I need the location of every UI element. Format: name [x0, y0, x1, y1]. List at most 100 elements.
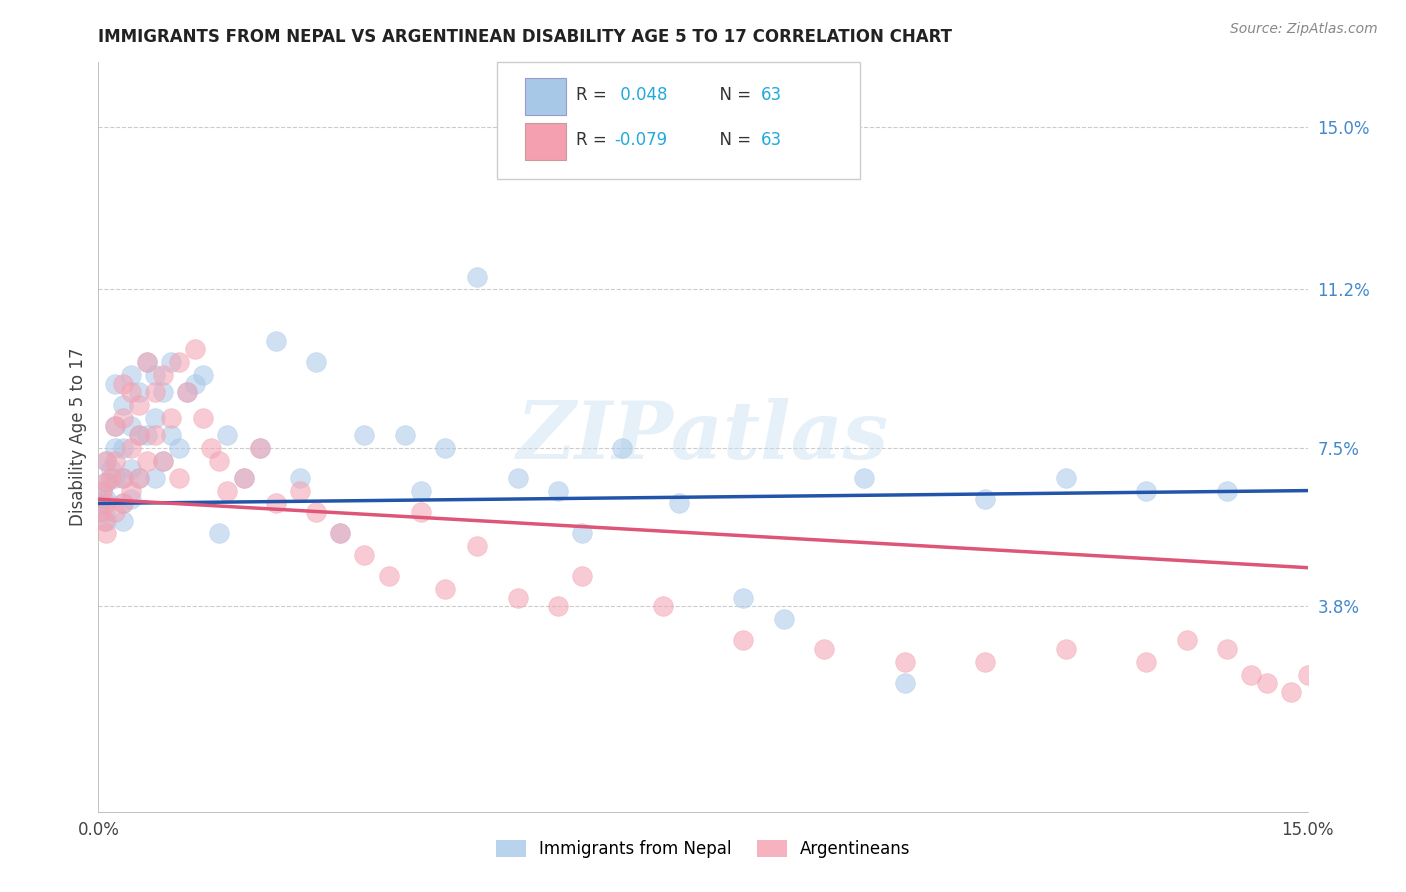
- Point: [120, 419, 142, 434]
- Point: [547, 483, 569, 498]
- Point: [409, 505, 432, 519]
- Point: [103, 453, 125, 467]
- Point: [1281, 685, 1303, 699]
- Point: [160, 428, 183, 442]
- Point: [96, 475, 118, 489]
- Text: R =: R =: [576, 130, 612, 149]
- Point: [1054, 642, 1077, 657]
- Point: [394, 428, 416, 442]
- Point: [208, 453, 231, 467]
- Point: [103, 376, 125, 391]
- Point: [547, 599, 569, 614]
- Point: [1216, 642, 1239, 657]
- Y-axis label: Disability Age 5 to 17: Disability Age 5 to 17: [69, 348, 87, 526]
- Point: [89, 496, 111, 510]
- Point: [128, 385, 150, 400]
- Point: [409, 483, 432, 498]
- Point: [96, 514, 118, 528]
- Point: [853, 471, 876, 485]
- Point: [103, 471, 125, 485]
- Text: IMMIGRANTS FROM NEPAL VS ARGENTINEAN DISABILITY AGE 5 TO 17 CORRELATION CHART: IMMIGRANTS FROM NEPAL VS ARGENTINEAN DIS…: [98, 28, 952, 45]
- Point: [813, 642, 835, 657]
- Point: [89, 505, 111, 519]
- Point: [176, 385, 198, 400]
- Point: [232, 471, 254, 485]
- Point: [434, 582, 457, 596]
- Point: [506, 471, 529, 485]
- Text: N =: N =: [709, 86, 756, 103]
- Point: [651, 599, 673, 614]
- Point: [111, 496, 134, 510]
- Point: [329, 526, 352, 541]
- Point: [176, 385, 198, 400]
- Point: [217, 428, 239, 442]
- Point: [1175, 633, 1198, 648]
- Point: [91, 483, 114, 498]
- Point: [120, 368, 142, 382]
- Point: [120, 492, 142, 507]
- Point: [305, 355, 328, 369]
- Point: [184, 343, 207, 357]
- Point: [208, 526, 231, 541]
- Point: [893, 676, 915, 690]
- Point: [264, 496, 287, 510]
- Point: [160, 355, 183, 369]
- Point: [135, 355, 157, 369]
- Point: [329, 526, 352, 541]
- Point: [1256, 676, 1278, 690]
- Point: [143, 471, 166, 485]
- Point: [184, 376, 207, 391]
- Point: [143, 428, 166, 442]
- Point: [152, 453, 174, 467]
- Text: 63: 63: [761, 86, 782, 103]
- Text: 0.048: 0.048: [614, 86, 668, 103]
- Point: [143, 368, 166, 382]
- Point: [111, 471, 134, 485]
- Point: [120, 462, 142, 476]
- Point: [353, 428, 375, 442]
- Legend: Immigrants from Nepal, Argentineans: Immigrants from Nepal, Argentineans: [491, 835, 915, 863]
- Point: [217, 483, 239, 498]
- Point: [111, 441, 134, 455]
- Point: [288, 471, 311, 485]
- Point: [100, 471, 122, 485]
- Point: [94, 505, 117, 519]
- FancyBboxPatch shape: [526, 123, 567, 160]
- Point: [1296, 667, 1319, 681]
- Point: [135, 355, 157, 369]
- Point: [1135, 483, 1157, 498]
- Point: [128, 471, 150, 485]
- Point: [111, 410, 134, 425]
- Point: [305, 505, 328, 519]
- Point: [377, 569, 399, 583]
- Point: [96, 475, 118, 489]
- Point: [264, 334, 287, 348]
- Point: [143, 410, 166, 425]
- Point: [506, 591, 529, 605]
- Point: [96, 453, 118, 467]
- Point: [128, 428, 150, 442]
- Point: [612, 441, 634, 455]
- Point: [167, 471, 190, 485]
- Point: [193, 410, 215, 425]
- Point: [668, 496, 690, 510]
- Point: [103, 441, 125, 455]
- Point: [111, 376, 134, 391]
- Point: [103, 419, 125, 434]
- FancyBboxPatch shape: [526, 78, 567, 115]
- Point: [1135, 655, 1157, 669]
- Point: [1216, 483, 1239, 498]
- Point: [353, 548, 375, 562]
- Point: [152, 453, 174, 467]
- Point: [111, 496, 134, 510]
- Point: [111, 471, 134, 485]
- Point: [103, 505, 125, 519]
- Point: [1054, 471, 1077, 485]
- Point: [120, 483, 142, 498]
- Point: [111, 398, 134, 412]
- Point: [772, 612, 794, 626]
- Point: [96, 453, 118, 467]
- Point: [167, 355, 190, 369]
- Point: [111, 514, 134, 528]
- Point: [733, 591, 755, 605]
